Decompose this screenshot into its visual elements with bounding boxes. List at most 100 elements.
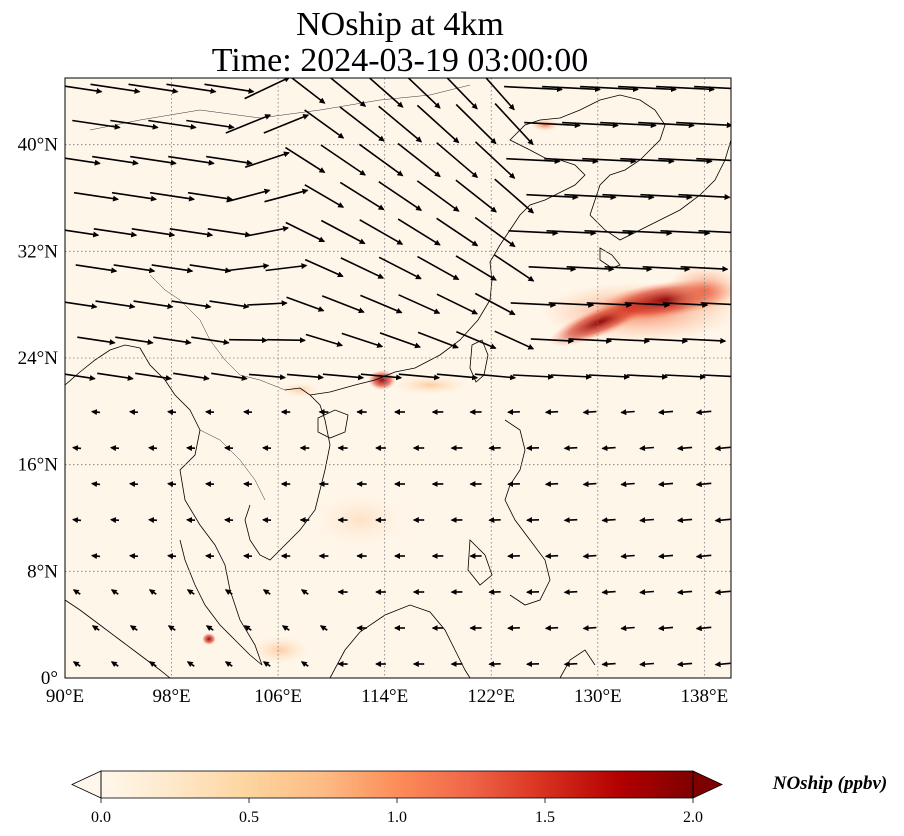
wind-arrow xyxy=(110,517,120,524)
wind-arrow xyxy=(224,661,233,668)
wind-arrow xyxy=(167,553,177,560)
border-thailand-laos xyxy=(199,429,266,501)
wind-arrow xyxy=(601,445,616,452)
wind-arrow xyxy=(563,517,578,524)
wind-arrow xyxy=(714,445,731,452)
wind-arrow xyxy=(530,337,575,344)
wind-arrow xyxy=(148,661,157,668)
wind-arrow xyxy=(95,300,136,310)
coastline-sulawesi xyxy=(559,649,596,678)
wind-arrow xyxy=(664,373,707,380)
border-mongolia xyxy=(89,84,471,131)
map-frame xyxy=(64,77,732,679)
wind-arrow xyxy=(584,229,635,236)
wind-arrow xyxy=(639,517,654,524)
wind-arrow xyxy=(65,85,103,94)
lat-tick-label: 40°N xyxy=(18,135,59,156)
coastline-sumatra xyxy=(65,599,171,678)
wind-arrow xyxy=(642,265,691,272)
wind-arrow xyxy=(436,373,479,381)
wind-arrow xyxy=(568,337,613,344)
wind-arrow xyxy=(211,372,248,381)
wind-arrow xyxy=(321,295,365,314)
wind-arrow xyxy=(130,155,177,166)
wind-arrow xyxy=(225,114,272,134)
colorbar-tick-label: 0.5 xyxy=(239,809,259,826)
wind-arrow xyxy=(416,180,460,212)
colorbar-label: NOship (ppbv) xyxy=(772,773,888,794)
wind-arrow xyxy=(91,553,101,560)
wind-arrow xyxy=(436,217,479,247)
wind-arrow xyxy=(714,517,731,524)
wind-arrow xyxy=(542,85,601,93)
wind-arrow xyxy=(285,146,326,174)
wind-arrow xyxy=(417,255,460,281)
colorbar-extend-low xyxy=(71,770,102,799)
wind-arrow xyxy=(286,373,324,381)
wind-arrow xyxy=(638,121,695,129)
wind-arrow xyxy=(320,144,366,176)
wind-arrow xyxy=(65,157,101,166)
wind-arrow xyxy=(620,481,635,488)
wind-arrow xyxy=(186,589,195,596)
wind-arrow xyxy=(262,661,271,668)
wind-arrow xyxy=(564,193,617,201)
wind-arrow xyxy=(600,121,657,129)
wind-arrow xyxy=(267,337,306,344)
wind-arrow xyxy=(714,661,731,668)
wind-arrow xyxy=(128,83,179,94)
wind-arrow xyxy=(622,229,673,236)
wind-arrow xyxy=(620,625,635,632)
wind-arrow xyxy=(206,155,253,166)
colorbar-tick-label: 1.5 xyxy=(535,809,555,826)
wind-arrow xyxy=(186,119,235,130)
wind-arrow xyxy=(678,193,731,201)
lon-tick-label: 106°E xyxy=(254,686,302,707)
longitude-labels: 90°E 98°E 106°E 114°E 122°E 130°E 138°E xyxy=(46,686,728,707)
wind-arrow xyxy=(660,229,711,236)
wind-arrow xyxy=(166,83,217,94)
wind-arrow xyxy=(111,191,157,202)
wind-arrow xyxy=(676,517,693,524)
wind-arrow xyxy=(700,302,731,306)
wind-arrow xyxy=(189,264,232,274)
colorbar-tick-label: 2.0 xyxy=(683,809,703,826)
wind-arrow xyxy=(588,373,631,380)
wind-arrow xyxy=(93,228,138,238)
wind-arrow xyxy=(455,255,497,281)
wind-arrow xyxy=(264,188,309,203)
wind-arrow xyxy=(339,181,385,211)
lat-tick-label: 24°N xyxy=(18,348,59,369)
wind-arrow xyxy=(248,373,286,381)
wind-arrow xyxy=(129,553,139,560)
wind-arrow xyxy=(322,373,365,381)
colorbar-extend-high xyxy=(692,770,723,799)
wind-arrow xyxy=(171,300,212,310)
wind-arrow xyxy=(229,337,268,344)
wind-arrow xyxy=(204,83,255,94)
wind-arrow xyxy=(148,589,157,596)
wind-arrow xyxy=(544,409,559,416)
wind-arrow xyxy=(620,157,675,165)
wind-arrow xyxy=(618,85,677,93)
wind-arrow xyxy=(378,181,423,211)
wind-arrow xyxy=(676,121,731,129)
wind-arrow xyxy=(243,625,252,632)
wind-arrow xyxy=(474,373,517,381)
wind-arrow xyxy=(582,409,597,416)
lat-tick-label: 16°N xyxy=(18,455,59,476)
lon-tick-label: 114°E xyxy=(361,686,408,707)
wind-arrow xyxy=(110,661,119,668)
plume-malacca xyxy=(202,633,216,645)
plume-bohai xyxy=(531,119,559,131)
plume-south-china-sea xyxy=(310,490,410,550)
wind-arrow xyxy=(169,228,214,238)
wind-arrow xyxy=(319,625,328,632)
wind-arrow xyxy=(290,78,326,104)
wind-arrow xyxy=(626,373,669,380)
wind-arrow xyxy=(398,373,441,381)
wind-arrow xyxy=(167,481,177,488)
wind-arrow xyxy=(286,296,325,312)
plume-taiwan-strait xyxy=(390,375,470,395)
